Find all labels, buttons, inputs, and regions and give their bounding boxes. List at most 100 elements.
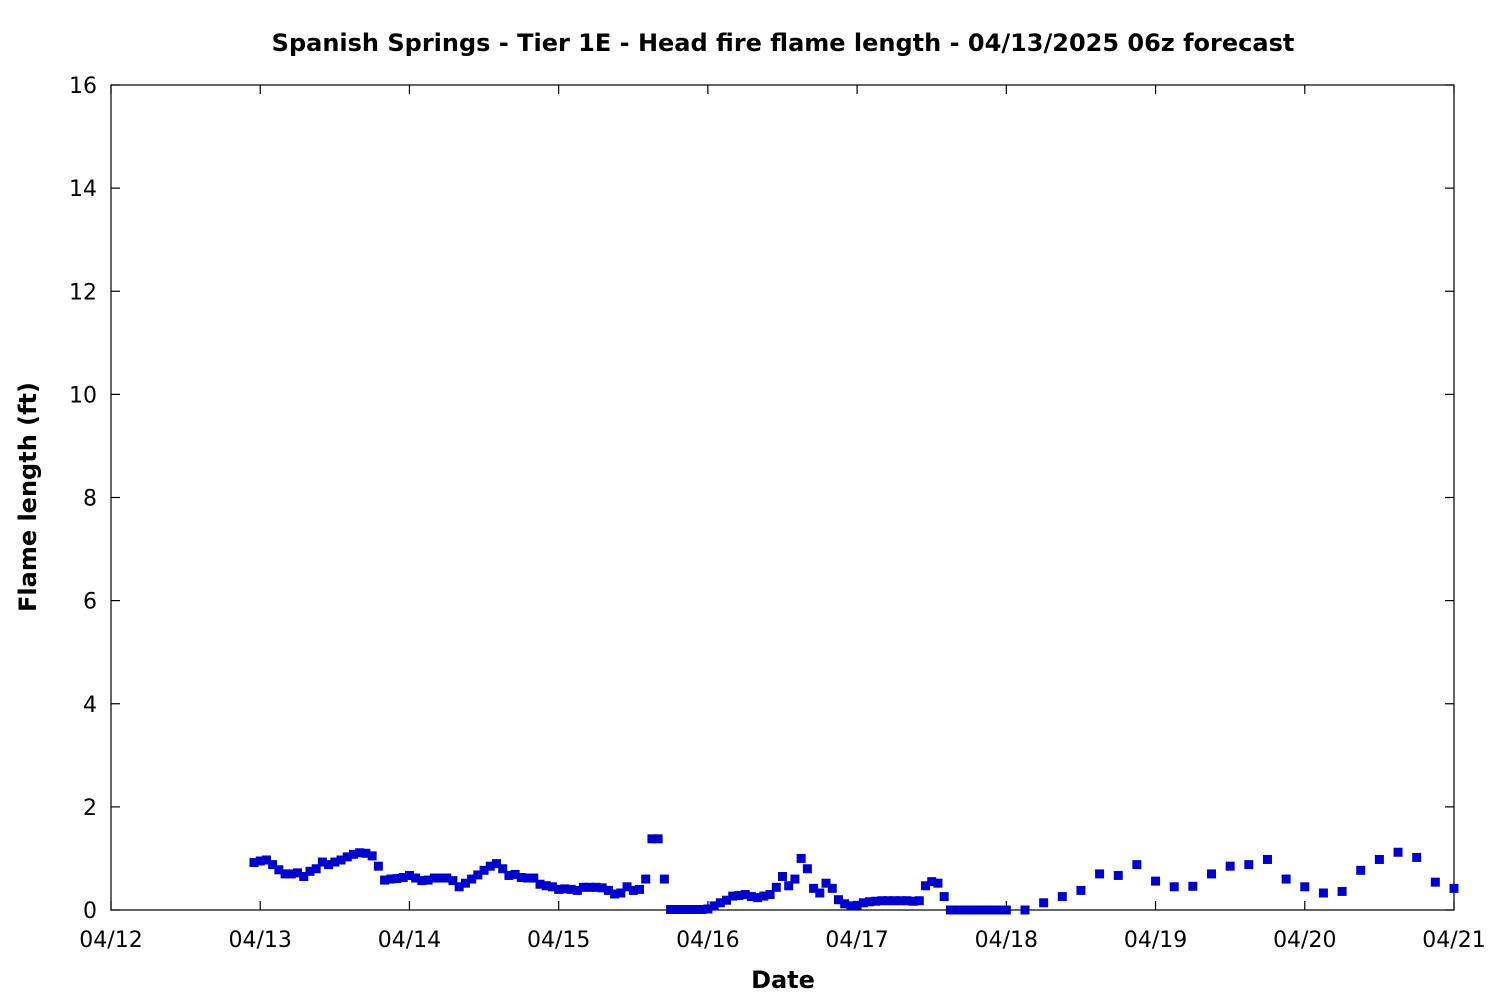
data-point	[523, 873, 533, 883]
data-point	[1356, 865, 1366, 875]
data-point	[703, 904, 713, 914]
data-point	[324, 860, 334, 870]
data-point	[1262, 854, 1272, 864]
data-point	[759, 891, 769, 901]
data-point	[1281, 874, 1291, 884]
data-point	[1225, 861, 1235, 871]
data-point	[970, 905, 980, 915]
chart-title: Spanish Springs - Tier 1E - Head fire fl…	[272, 29, 1295, 57]
data-point	[404, 870, 414, 880]
data-point	[541, 881, 551, 891]
data-point	[361, 848, 371, 858]
data-point	[1057, 892, 1067, 902]
data-point	[858, 898, 868, 908]
y-tick-label: 8	[83, 487, 97, 512]
data-point	[877, 896, 887, 906]
data-point	[790, 874, 800, 884]
data-point	[342, 852, 352, 862]
data-point	[753, 893, 763, 903]
data-point	[566, 884, 576, 894]
data-point	[261, 855, 271, 865]
data-point	[964, 905, 974, 915]
data-point	[547, 882, 557, 892]
x-axis-label: Date	[751, 966, 815, 994]
data-point	[392, 874, 402, 884]
data-point	[454, 882, 464, 892]
data-point	[280, 869, 290, 879]
data-point	[286, 869, 296, 879]
y-axis-label: Flame length (ft)	[14, 382, 42, 612]
data-point	[498, 864, 508, 874]
data-point	[386, 874, 396, 884]
data-point	[610, 889, 620, 899]
data-point	[616, 888, 626, 898]
data-point	[485, 861, 495, 871]
data-point	[1113, 870, 1123, 880]
data-point	[1318, 888, 1328, 898]
data-point	[672, 904, 682, 914]
data-point	[883, 896, 893, 906]
data-point	[311, 864, 321, 874]
y-tick-label: 4	[83, 693, 97, 718]
data-point	[473, 870, 483, 880]
data-point	[678, 904, 688, 914]
data-points	[249, 834, 1459, 915]
data-point	[603, 885, 613, 895]
x-tick-label: 04/14	[378, 928, 441, 953]
data-point	[560, 884, 570, 894]
data-point	[833, 895, 843, 905]
data-point	[348, 849, 358, 859]
data-point	[268, 860, 278, 870]
data-point	[1337, 886, 1347, 896]
data-point	[1151, 876, 1161, 886]
data-point	[840, 899, 850, 909]
data-point	[697, 904, 707, 914]
x-tick-label: 04/21	[1422, 928, 1485, 953]
data-point	[293, 868, 303, 878]
data-point	[1430, 877, 1440, 887]
y-tick-label: 2	[83, 796, 97, 821]
data-point	[429, 873, 439, 883]
y-tick-label: 16	[69, 74, 97, 99]
data-point	[1169, 882, 1179, 892]
data-point	[666, 904, 676, 914]
data-point	[355, 848, 365, 858]
x-tick-label: 04/12	[79, 928, 142, 953]
data-point	[597, 883, 607, 893]
data-point	[317, 857, 327, 867]
data-point	[995, 905, 1005, 915]
data-point	[554, 884, 564, 894]
data-point	[448, 876, 458, 886]
data-point	[436, 873, 446, 883]
data-point	[896, 896, 906, 906]
data-point	[684, 904, 694, 914]
data-point	[516, 873, 526, 883]
data-point	[871, 896, 881, 906]
data-point	[380, 875, 390, 885]
data-point	[734, 891, 744, 901]
data-point	[989, 905, 999, 915]
data-point	[367, 851, 377, 861]
data-point	[802, 864, 812, 874]
data-point	[927, 877, 937, 887]
data-point	[1449, 883, 1459, 893]
data-point	[765, 890, 775, 900]
data-point	[827, 883, 837, 893]
data-point	[1393, 847, 1403, 857]
data-point	[1300, 882, 1310, 892]
y-tick-label: 10	[69, 383, 97, 408]
data-point	[1244, 860, 1254, 870]
data-point	[641, 874, 651, 884]
data-point	[809, 883, 819, 893]
data-point	[585, 882, 595, 892]
data-point	[902, 896, 912, 906]
data-point	[1039, 898, 1049, 908]
y-tick-label: 0	[83, 899, 97, 924]
x-tick-label: 04/20	[1273, 928, 1336, 953]
data-point	[778, 871, 787, 881]
data-point	[479, 865, 489, 875]
data-point	[715, 898, 725, 908]
data-point	[939, 892, 949, 902]
y-tick-label: 6	[83, 590, 97, 615]
